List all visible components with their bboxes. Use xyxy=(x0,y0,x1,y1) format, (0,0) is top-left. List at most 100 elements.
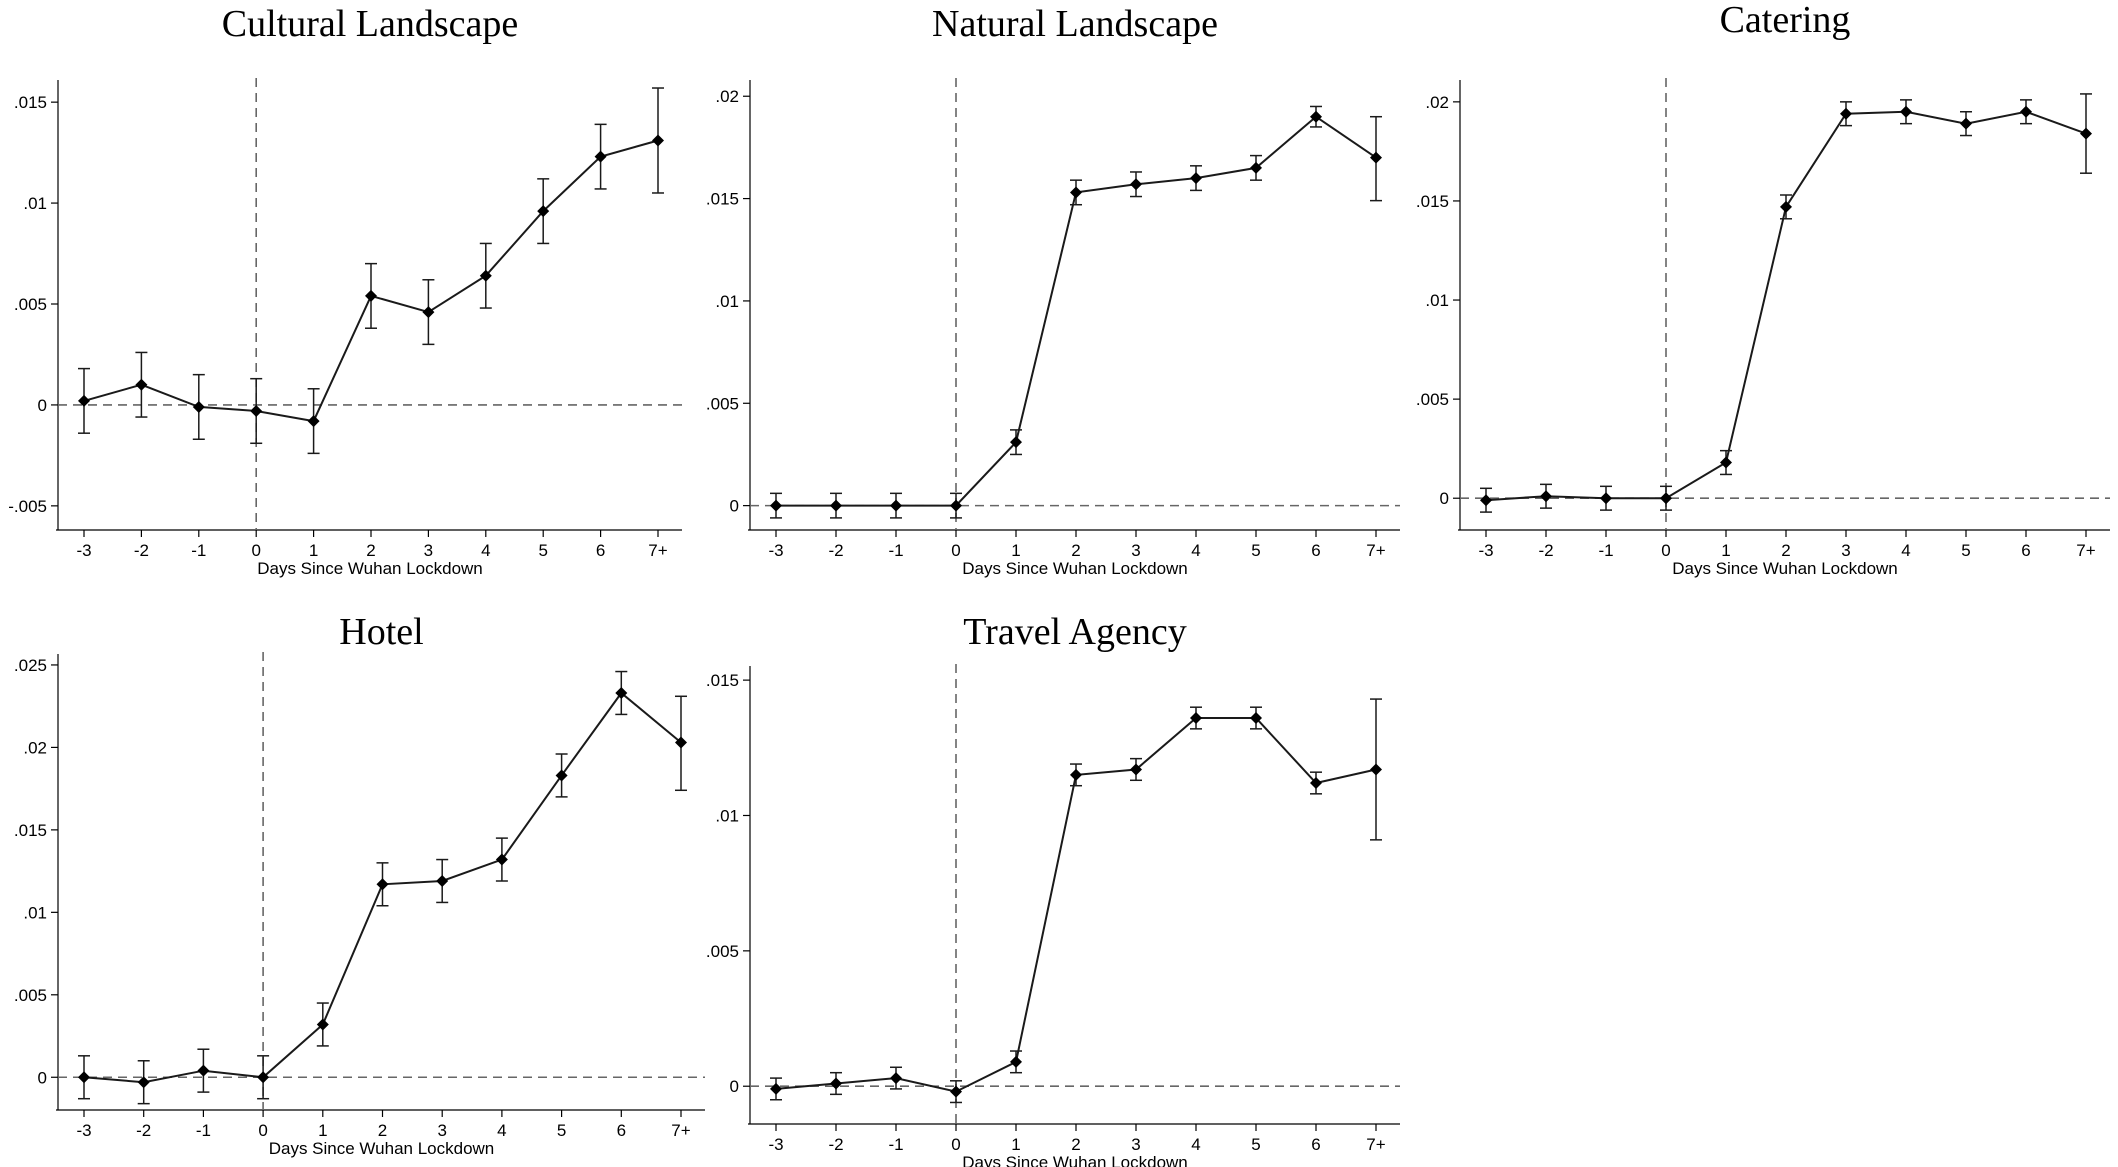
y-tick-label: 0 xyxy=(1440,489,1449,508)
data-point-marker xyxy=(1960,117,1972,130)
x-tick-label: 6 xyxy=(596,541,605,560)
data-point-marker xyxy=(615,686,628,699)
x-tick-label: 3 xyxy=(1131,541,1140,560)
x-tick-label: 7+ xyxy=(648,541,667,560)
x-tick-label: 2 xyxy=(1071,541,1080,560)
y-tick-label: -.005 xyxy=(8,497,47,516)
data-point-marker xyxy=(365,289,377,302)
data-point-marker xyxy=(307,415,320,428)
coefficient-line xyxy=(1485,110,2087,502)
x-tick-label: 0 xyxy=(251,541,260,560)
x-tick-label: 5 xyxy=(557,1121,566,1140)
x-tick-label: -3 xyxy=(768,541,783,560)
chart-panel-travel-agency: Travel Agency 0 .005 .01 .015 -3 -2 -1 0 1 2 3 4 5 6 7+… xyxy=(706,611,1400,1167)
data-point-marker xyxy=(1370,151,1382,164)
data-point-marker xyxy=(1130,763,1142,776)
data-point-marker xyxy=(78,394,90,407)
data-point-marker xyxy=(137,1076,150,1089)
x-tick-label: 2 xyxy=(1071,1135,1080,1154)
chart-panel-natural-landscape: Natural Landscape 0 .005 .01 .015 .02 -3 -2 -1 0 1… xyxy=(706,3,1400,578)
x-tick-label: 4 xyxy=(1191,1135,1200,1154)
x-tick-label: 7+ xyxy=(2076,541,2095,560)
data-point-marker xyxy=(257,1071,270,1084)
y-tick-label: .01 xyxy=(23,903,47,922)
x-tick-label: -1 xyxy=(196,1121,211,1140)
x-axis-label: Days Since Wuhan Lockdown xyxy=(257,559,483,578)
x-tick-label: -3 xyxy=(1478,541,1493,560)
x-tick-label: 2 xyxy=(366,541,375,560)
x-tick-label: 5 xyxy=(538,541,547,560)
data-point-marker xyxy=(537,205,550,218)
data-point-marker xyxy=(950,1085,962,1098)
y-tick-label: .02 xyxy=(23,738,47,757)
y-tick-label: .005 xyxy=(14,986,47,1005)
data-point-marker xyxy=(135,378,148,391)
x-tick-label: 2 xyxy=(1781,541,1790,560)
data-point-marker xyxy=(316,1018,329,1031)
data-point-marker xyxy=(495,853,508,866)
x-tick-label: 5 xyxy=(1961,541,1970,560)
y-tick-label: .02 xyxy=(715,87,739,106)
x-tick-label: -1 xyxy=(888,1135,903,1154)
data-point-marker xyxy=(422,306,435,319)
x-tick-label: 5 xyxy=(1251,1135,1260,1154)
x-tick-label: 4 xyxy=(1191,541,1200,560)
x-tick-label: 1 xyxy=(1721,541,1730,560)
x-tick-label: 1 xyxy=(309,541,318,560)
y-tick-label: .015 xyxy=(706,671,739,690)
x-tick-label: 7+ xyxy=(1366,1135,1385,1154)
data-point-marker xyxy=(436,875,449,887)
x-tick-label: -2 xyxy=(828,541,843,560)
coefficient-line xyxy=(776,115,1377,507)
x-tick-label: 3 xyxy=(437,1121,446,1140)
x-tick-label: 0 xyxy=(951,541,960,560)
data-point-marker xyxy=(1070,186,1082,199)
y-tick-label: .005 xyxy=(706,942,739,961)
data-point-marker xyxy=(890,1072,902,1085)
y-tick-label: .015 xyxy=(14,93,47,112)
y-tick-label: .005 xyxy=(1416,390,1449,409)
x-tick-label: -2 xyxy=(1538,541,1553,560)
x-tick-label: 6 xyxy=(1311,541,1320,560)
data-point-marker xyxy=(192,400,205,413)
y-tick-label: .01 xyxy=(23,194,47,213)
x-tick-label: -2 xyxy=(134,541,149,560)
chart-title: Travel Agency xyxy=(963,611,1186,653)
chart-title: Hotel xyxy=(339,611,423,653)
data-point-marker xyxy=(1010,1055,1022,1068)
x-tick-label: -1 xyxy=(1598,541,1613,560)
y-tick-label: 0 xyxy=(730,1077,739,1096)
data-point-marker xyxy=(652,134,664,147)
x-axis-label: Days Since Wuhan Lockdown xyxy=(1672,559,1898,578)
data-point-marker xyxy=(2020,105,2032,118)
x-tick-label: 0 xyxy=(258,1121,267,1140)
x-tick-label: 3 xyxy=(424,541,433,560)
y-tick-label: .005 xyxy=(14,295,47,314)
data-point-marker xyxy=(770,1082,782,1095)
x-tick-label: 0 xyxy=(951,1135,960,1154)
data-point-marker xyxy=(1130,178,1142,191)
chart-title: Catering xyxy=(1720,0,1851,41)
x-tick-label: 7+ xyxy=(1366,541,1385,560)
y-tick-label: .02 xyxy=(1425,93,1449,112)
y-tick-label: .01 xyxy=(715,292,739,311)
x-tick-label: 3 xyxy=(1131,1135,1140,1154)
x-tick-label: 6 xyxy=(1311,1135,1320,1154)
data-point-marker xyxy=(1900,105,1912,118)
y-tick-label: .01 xyxy=(1425,291,1449,310)
y-tick-label: 0 xyxy=(38,396,47,415)
chart-panel-hotel: Hotel 0 .005 .01 .015 .02 .025 -3 -2 -1 0 1 2 3 4 5 6 7+ D… xyxy=(14,611,705,1158)
data-point-marker xyxy=(1190,712,1202,725)
data-point-marker xyxy=(830,499,842,512)
data-point-marker xyxy=(1840,107,1852,120)
data-point-marker xyxy=(1010,436,1022,449)
x-tick-label: -1 xyxy=(888,541,903,560)
y-tick-label: 0 xyxy=(38,1068,47,1087)
data-point-marker xyxy=(555,769,568,782)
chart-title: Natural Landscape xyxy=(932,3,1218,45)
data-point-marker xyxy=(770,499,782,512)
x-tick-label: 6 xyxy=(2021,541,2030,560)
data-point-marker xyxy=(1250,712,1262,725)
data-point-marker xyxy=(197,1064,210,1077)
